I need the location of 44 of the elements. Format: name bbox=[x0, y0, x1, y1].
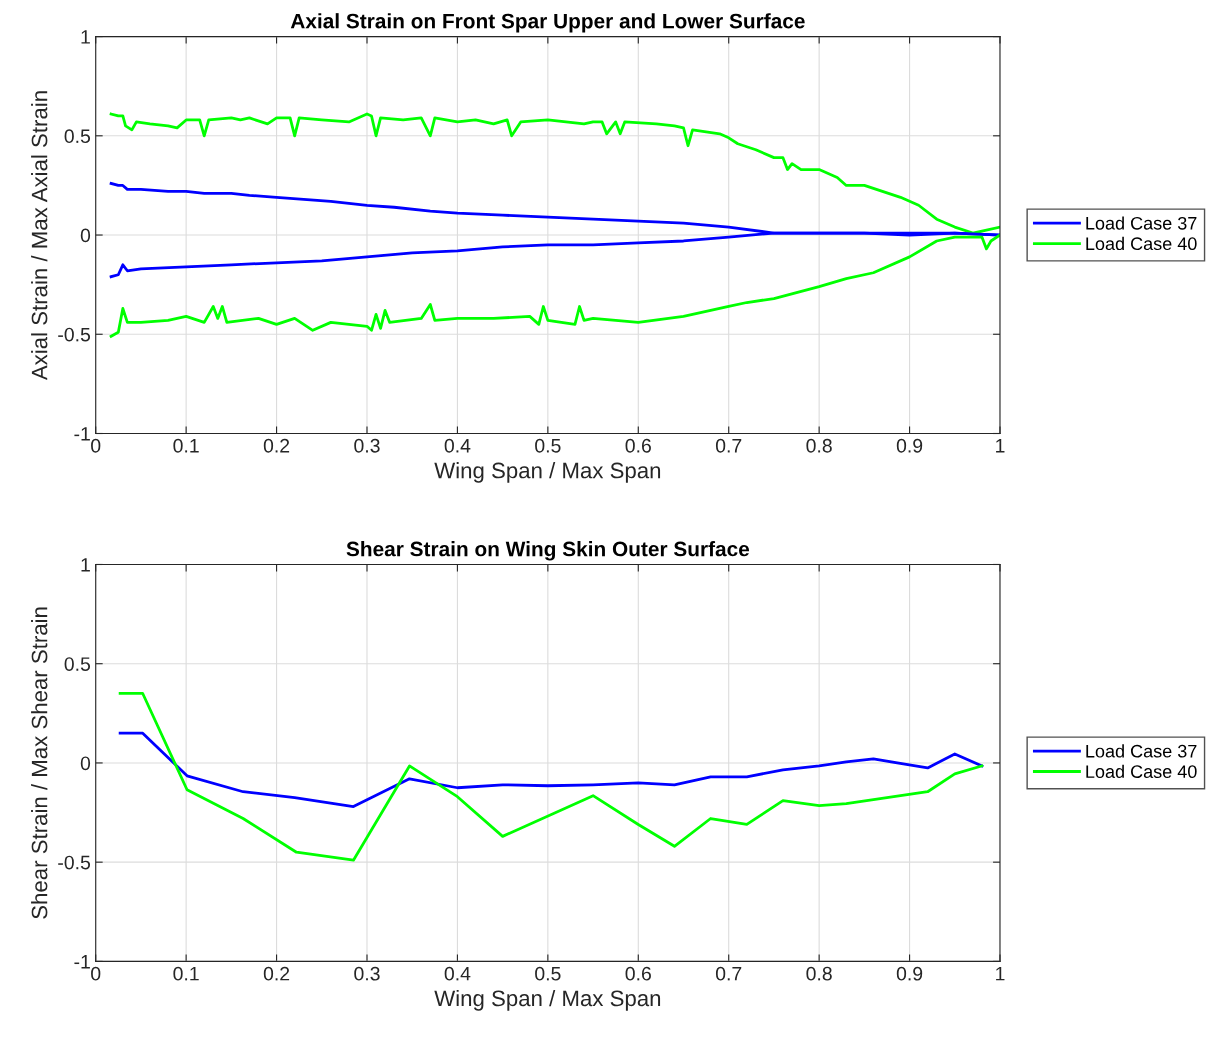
y-tick-label: 0.5 bbox=[64, 129, 91, 144]
y-tick-label: -1 bbox=[74, 955, 90, 969]
legend-label: Load Case 37 bbox=[1086, 744, 1197, 758]
y-tick-label: 1 bbox=[81, 30, 90, 44]
x-tick-label: 0.8 bbox=[806, 966, 832, 981]
y-tick-label: 1 bbox=[81, 558, 90, 572]
x-tick-label: 0.2 bbox=[263, 438, 290, 453]
x-tick-label: 0.7 bbox=[715, 438, 742, 453]
y-tick-label: -0.5 bbox=[58, 855, 91, 870]
y-tick-label: -1 bbox=[74, 427, 90, 441]
x-tick-label: 0.4 bbox=[444, 966, 471, 981]
x-tick-label: 0.3 bbox=[354, 438, 380, 453]
legend-label: Load Case 40 bbox=[1086, 236, 1197, 251]
x-tick-label: 0.8 bbox=[806, 438, 832, 453]
x-tick-label: 0.9 bbox=[896, 438, 923, 453]
y-axis-title: Axial Strain / Max Axial Strain bbox=[31, 91, 48, 381]
x-tick-label: 1 bbox=[996, 966, 1005, 981]
x-tick-label: 0.5 bbox=[535, 438, 561, 453]
x-axis-title: Wing Span / Max Span bbox=[434, 989, 661, 1011]
x-tick-label: 0.5 bbox=[535, 966, 561, 981]
chart-title: Shear Strain on Wing Skin Outer Surface bbox=[346, 541, 750, 561]
line-series bbox=[118, 731, 984, 808]
y-axis-title: Shear Strain / Max Shear Strain bbox=[31, 607, 48, 919]
legend-label: Load Case 40 bbox=[1086, 764, 1197, 779]
x-tick-label: 0.7 bbox=[715, 966, 742, 981]
x-tick-label: 0.4 bbox=[444, 438, 471, 453]
x-tick-label: 0.9 bbox=[896, 966, 923, 981]
y-tick-label: -0.5 bbox=[58, 327, 91, 342]
y-tick-label: 0 bbox=[80, 228, 91, 243]
x-tick-label: 0 bbox=[91, 966, 101, 981]
x-tick-label: 0.3 bbox=[354, 966, 380, 981]
y-tick-label: 0.5 bbox=[64, 657, 91, 671]
x-tick-label: 1 bbox=[996, 439, 1005, 453]
x-tick-label: 0.2 bbox=[263, 966, 290, 981]
x-tick-label: 0.6 bbox=[625, 438, 651, 453]
x-tick-label: 0.6 bbox=[625, 966, 651, 981]
legend-label: Load Case 37 bbox=[1086, 216, 1197, 230]
x-tick-label: 0.1 bbox=[173, 966, 199, 981]
chart-title: Axial Strain on Front Spar Upper and Lower Surface bbox=[290, 13, 805, 33]
x-tick-label: 0 bbox=[91, 438, 101, 453]
line-series bbox=[118, 692, 984, 862]
y-tick-label: 0 bbox=[80, 756, 91, 771]
x-axis-title: Wing Span / Max Span bbox=[434, 462, 661, 483]
x-tick-label: 0.1 bbox=[173, 438, 199, 453]
